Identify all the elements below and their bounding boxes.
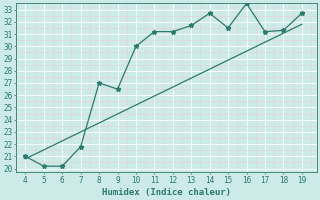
X-axis label: Humidex (Indice chaleur): Humidex (Indice chaleur) [102,188,231,197]
